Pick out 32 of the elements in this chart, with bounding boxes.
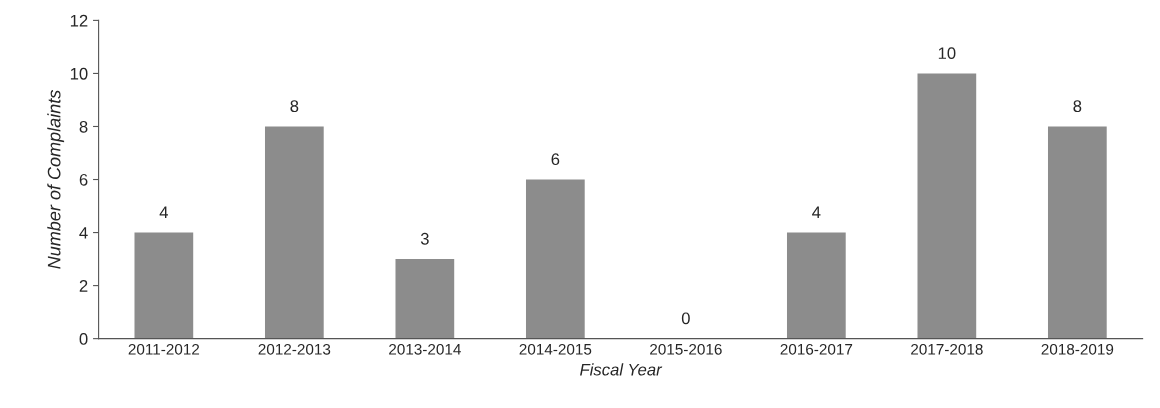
data-label: 4 — [159, 206, 168, 218]
x-tick-label: 2016-2017 — [780, 343, 853, 355]
bar — [395, 259, 455, 339]
bar — [917, 73, 977, 339]
y-tick-label: 10 — [70, 67, 88, 80]
data-label: 3 — [420, 232, 429, 245]
data-label: 10 — [938, 47, 956, 60]
bar — [786, 232, 846, 339]
data-label: 4 — [812, 206, 821, 218]
y-tick-label: 2 — [79, 280, 88, 292]
data-label: 8 — [1073, 100, 1082, 113]
x-tick-label: 2011-2012 — [128, 343, 200, 355]
y-tick-label: 8 — [79, 120, 88, 133]
x-tick-label: 2012-2013 — [258, 343, 331, 355]
x-axis-title: Fiscal Year — [580, 363, 663, 376]
y-tick-label: 12 — [70, 14, 88, 27]
x-tick-label: 2018-2019 — [1041, 343, 1114, 355]
bar — [264, 126, 324, 339]
y-tick-label: 4 — [79, 227, 88, 239]
y-tick-label: 6 — [79, 173, 88, 186]
x-tick-label: 2014-2015 — [519, 343, 592, 355]
x-tick-label: 2015-2016 — [650, 343, 722, 355]
data-label: 0 — [681, 312, 690, 325]
y-tick-label: 0 — [79, 333, 88, 345]
x-tick-label: 2013-2014 — [389, 343, 461, 355]
x-tick-label: 2017-2018 — [911, 343, 983, 355]
bar — [134, 232, 194, 339]
bar — [525, 179, 585, 339]
bar — [1047, 126, 1107, 339]
data-label: 8 — [290, 100, 299, 113]
y-axis-title: Number of Complaints — [47, 90, 65, 269]
data-label: 6 — [551, 153, 560, 166]
